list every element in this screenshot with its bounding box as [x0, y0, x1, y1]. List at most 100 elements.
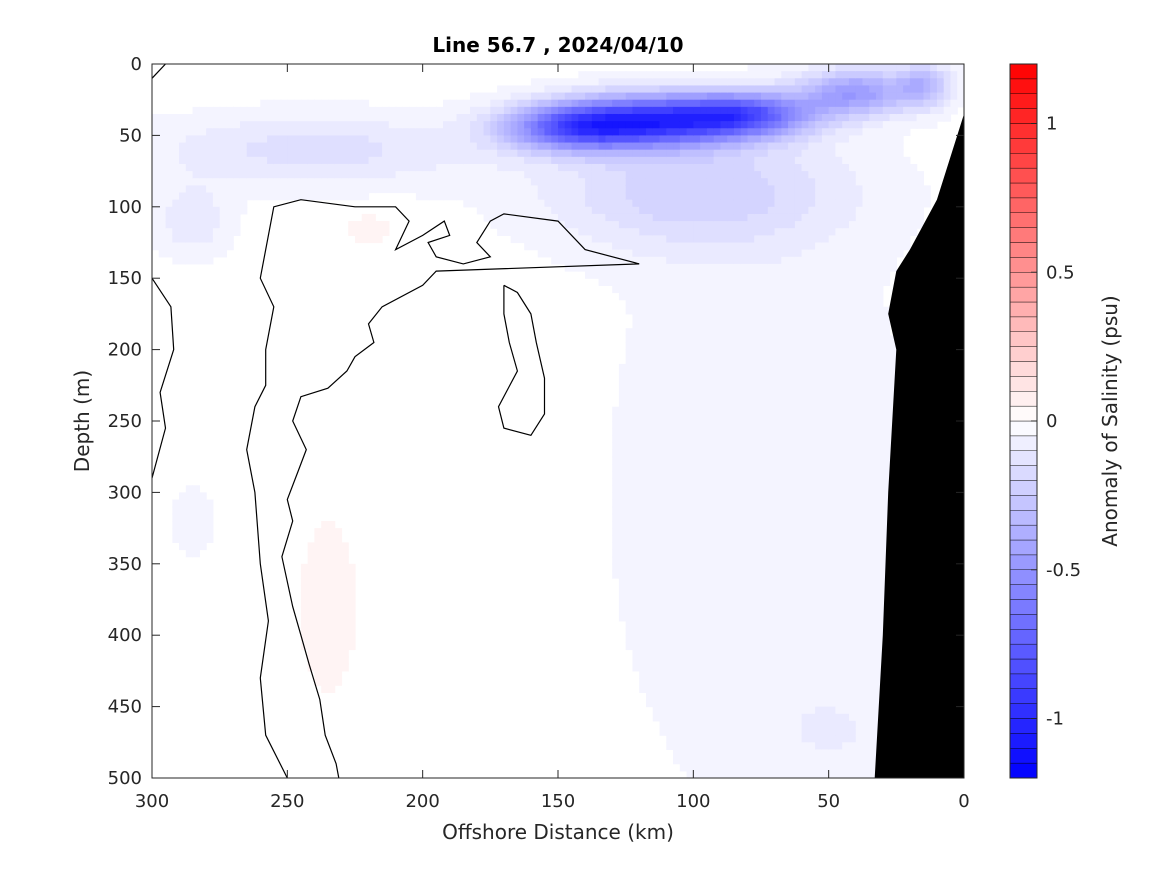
field-cell: [835, 156, 843, 165]
field-cell: [517, 142, 525, 151]
field-cell: [713, 242, 721, 251]
field-cell: [645, 113, 654, 122]
field-cell: [605, 128, 613, 136]
field-cell: [808, 128, 816, 136]
field-cell: [517, 163, 525, 172]
field-cell: [314, 149, 322, 158]
field-cell: [713, 135, 721, 144]
field-cell: [314, 549, 322, 558]
field-cell: [815, 749, 823, 758]
field-cell: [280, 142, 288, 151]
field-cell: [767, 263, 776, 272]
field-cell: [659, 663, 667, 672]
field-cell: [483, 142, 491, 151]
field-cell: [700, 278, 708, 286]
field-cell: [524, 135, 532, 144]
field-cell: [855, 421, 864, 429]
field-cell: [767, 685, 776, 693]
field-cell: [632, 213, 640, 222]
field-cell: [733, 378, 742, 386]
field-cell: [801, 349, 809, 358]
field-cell: [821, 185, 830, 194]
field-cell: [334, 528, 343, 536]
field-cell: [706, 449, 715, 458]
field-cell: [578, 113, 586, 122]
field-cell: [625, 542, 634, 551]
field-cell: [815, 185, 823, 194]
field-cell: [300, 142, 309, 151]
field-cell: [693, 85, 701, 94]
field-cell: [253, 185, 261, 194]
field-cell: [700, 221, 708, 229]
field-cell: [720, 449, 728, 458]
field-cell: [828, 628, 837, 636]
field-cell: [551, 121, 559, 129]
field-cell: [625, 292, 634, 301]
field-cell: [740, 542, 749, 551]
field-cell: [321, 642, 329, 651]
field-cell: [774, 85, 782, 94]
field-cell: [395, 149, 403, 158]
field-cell: [645, 349, 654, 358]
field-cell: [842, 113, 850, 122]
field-cell: [659, 635, 667, 643]
field-cell: [598, 99, 606, 108]
field-cell: [348, 585, 356, 593]
field-cell: [720, 506, 728, 515]
field-cell: [835, 321, 843, 329]
field-cell: [666, 470, 674, 479]
field-cell: [700, 328, 708, 336]
field-cell: [206, 228, 214, 236]
field-cell: [341, 585, 349, 593]
field-cell: [307, 135, 315, 144]
field-cell: [517, 199, 525, 208]
field-cell: [185, 221, 194, 229]
field-cell: [639, 492, 647, 501]
field-cell: [673, 292, 681, 301]
field-cell: [679, 485, 688, 493]
field-cell: [842, 385, 850, 394]
field-cell: [747, 178, 755, 186]
field-cell: [530, 185, 539, 194]
field-cell: [828, 235, 837, 244]
field-cell: [645, 371, 654, 379]
field-cell: [848, 342, 857, 351]
field-cell: [673, 528, 681, 536]
field-cell: [321, 135, 329, 144]
field-cell: [794, 271, 803, 279]
field-cell: [700, 285, 708, 294]
field-cell: [848, 742, 857, 751]
field-cell: [179, 249, 187, 258]
field-cell: [686, 463, 694, 472]
field-cell: [788, 570, 796, 579]
field-cell: [659, 699, 667, 708]
field-cell: [842, 513, 850, 522]
field-cell: [612, 106, 620, 115]
field-cell: [740, 113, 749, 122]
field-cell: [821, 563, 830, 572]
field-cell: [510, 163, 518, 172]
field-cell: [700, 478, 708, 486]
field-cell: [842, 556, 850, 565]
field-cell: [666, 592, 674, 601]
field-cell: [307, 585, 315, 593]
field-cell: [835, 106, 843, 115]
field-cell: [280, 185, 288, 194]
field-cell: [781, 271, 789, 279]
field-cell: [828, 92, 837, 101]
field-cell: [510, 113, 518, 122]
field-cell: [334, 121, 343, 129]
field-cell: [334, 106, 343, 115]
field-cell: [659, 478, 667, 486]
field-cell: [456, 106, 464, 115]
field-cell: [767, 185, 776, 194]
field-cell: [686, 371, 694, 379]
field-cell: [666, 106, 674, 115]
field-cell: [652, 78, 661, 87]
field-cell: [821, 506, 830, 515]
field-cell: [524, 228, 532, 236]
field-cell: [192, 228, 200, 236]
field-cell: [442, 149, 451, 158]
field-cell: [158, 235, 167, 244]
field-cell: [693, 542, 701, 551]
